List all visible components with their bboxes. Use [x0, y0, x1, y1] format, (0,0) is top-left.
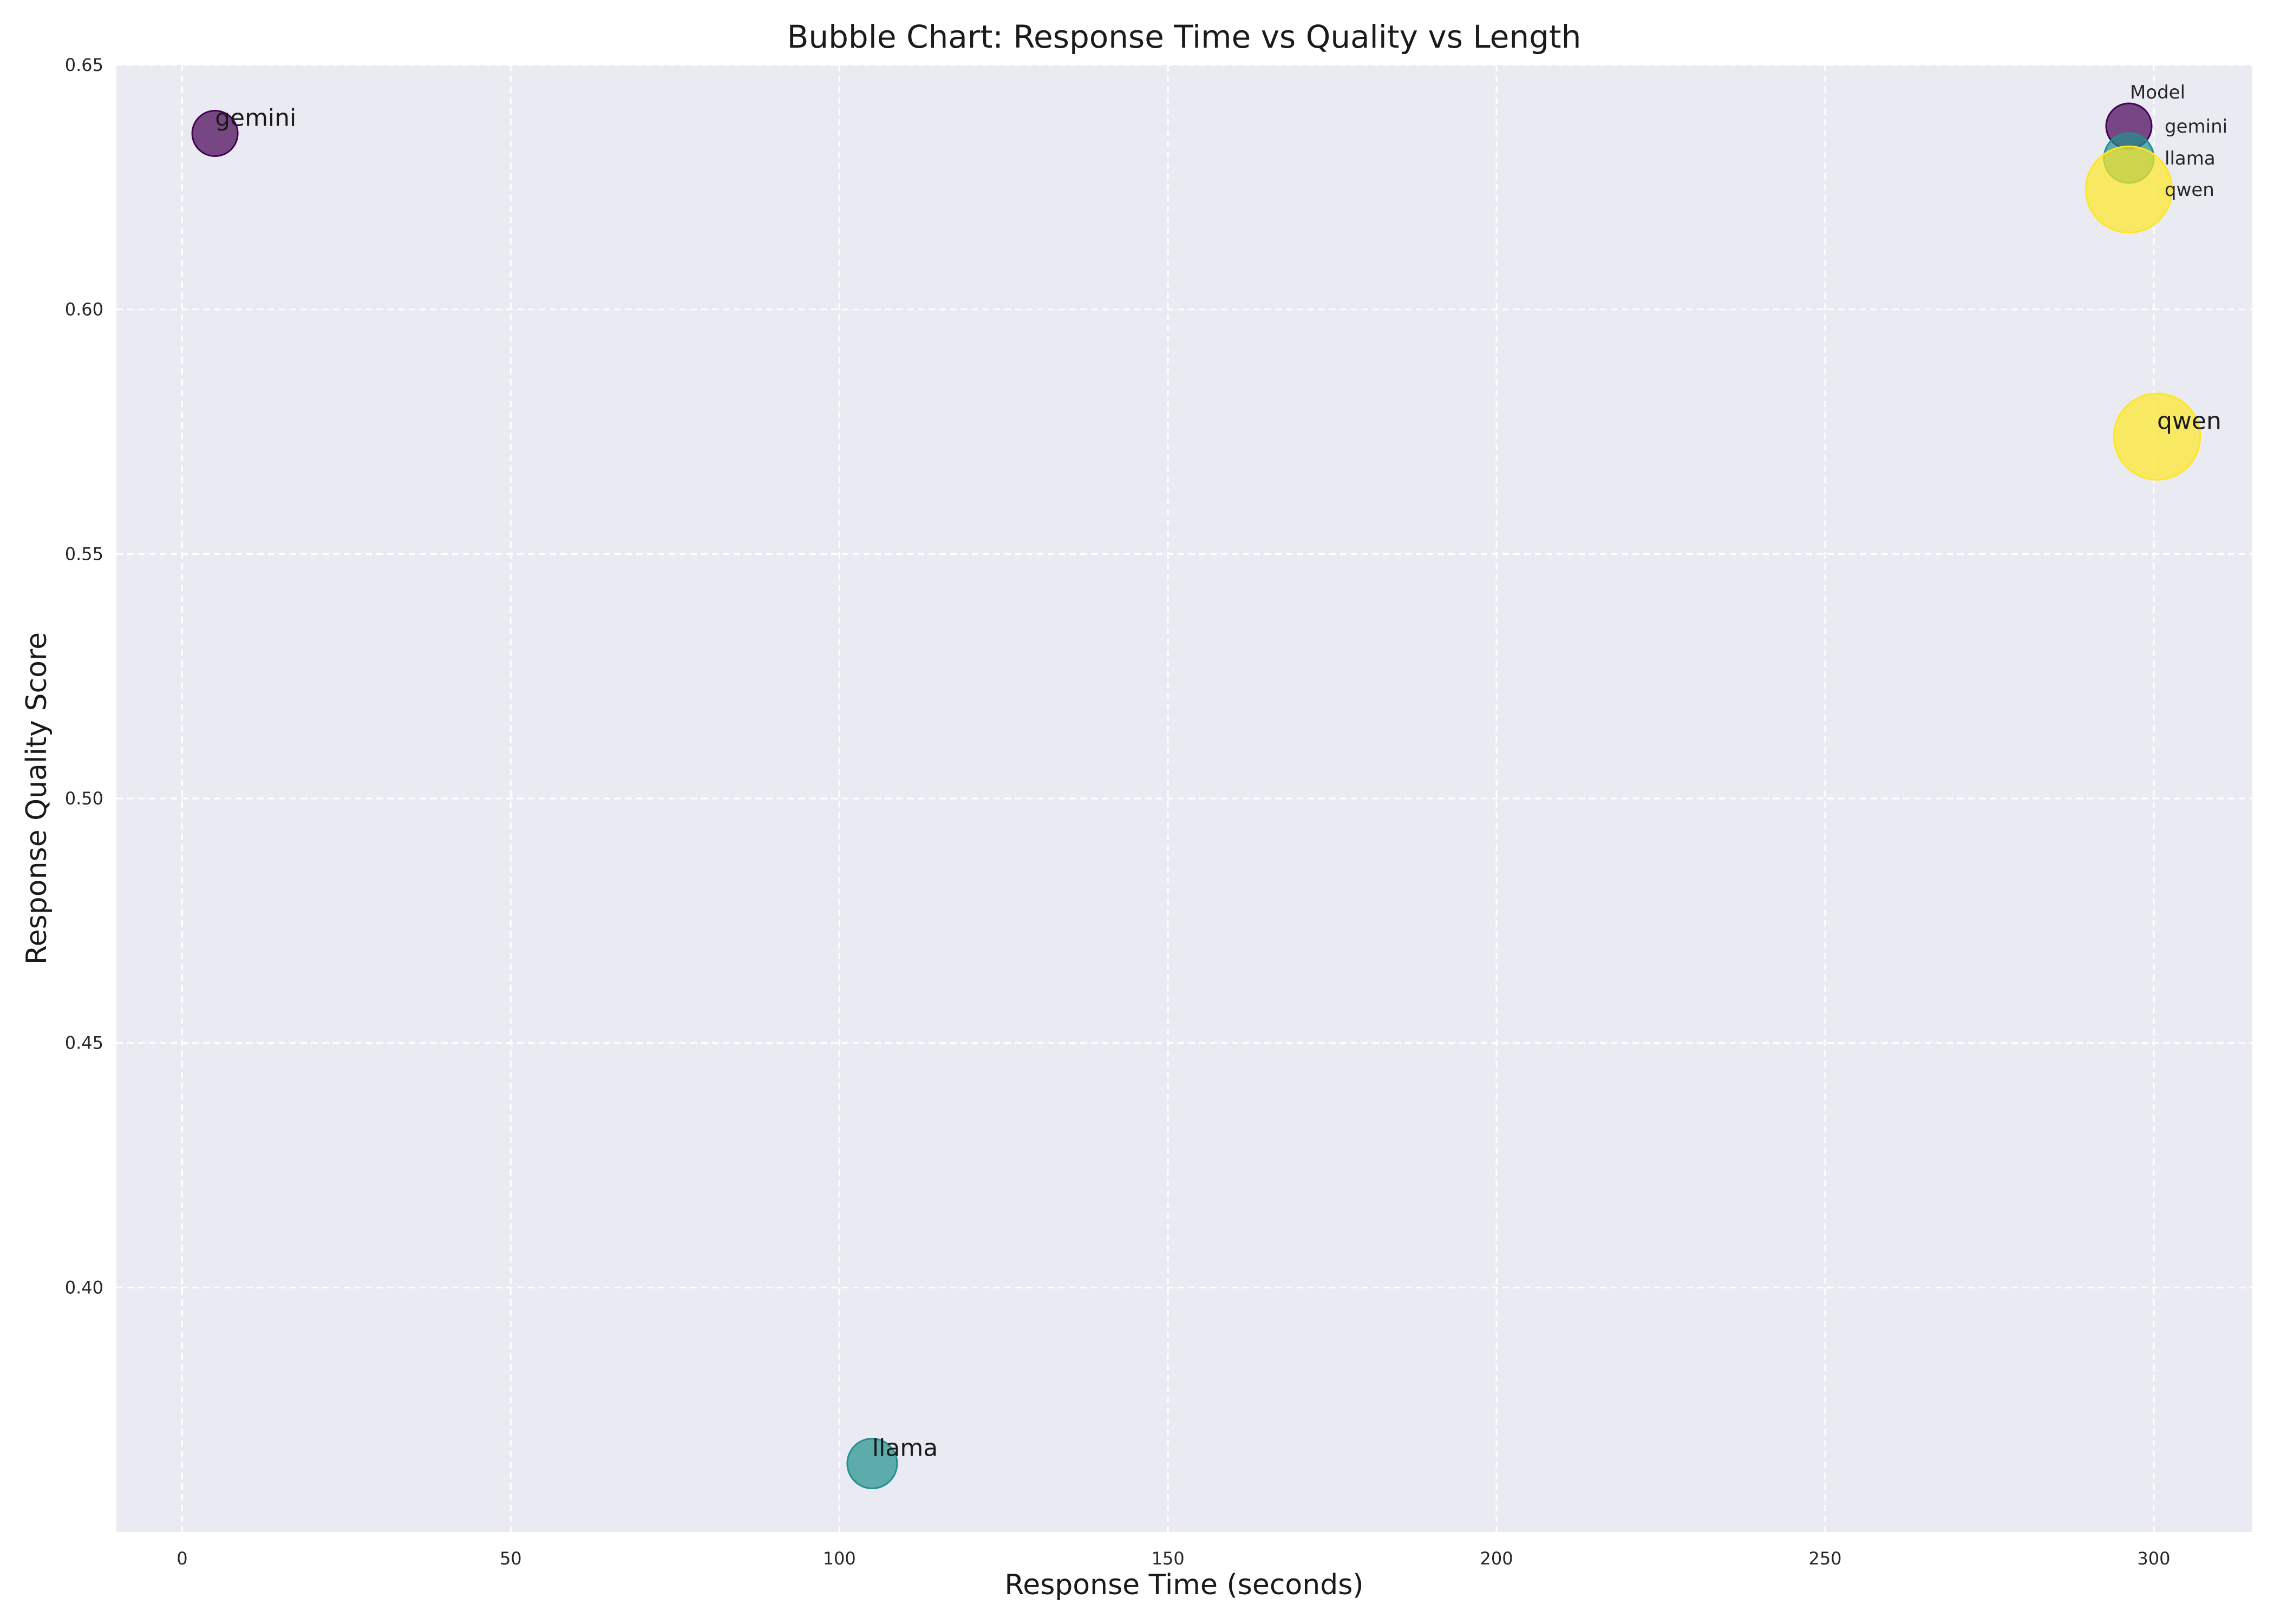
x-tick-label: 0 — [177, 1548, 187, 1569]
legend-title: Model — [2130, 82, 2185, 103]
x-tick-label: 100 — [823, 1548, 856, 1569]
chart-title: Bubble Chart: Response Time vs Quality v… — [787, 18, 1582, 55]
y-tick-label: 0.60 — [65, 299, 103, 320]
legend: Model gemini llama qwen — [2084, 82, 2227, 234]
bubble-qwen — [2113, 392, 2201, 481]
y-tick-label: 0.40 — [65, 1277, 103, 1298]
x-tick-label: 300 — [2137, 1548, 2170, 1569]
y-tick-label: 0.50 — [65, 788, 103, 809]
annotation-llama: llama — [872, 1435, 938, 1462]
annotation-qwen: qwen — [2157, 408, 2221, 435]
x-tick-label: 200 — [1480, 1548, 1513, 1569]
bubble-llama — [846, 1438, 898, 1490]
y-tick-label: 0.45 — [65, 1033, 103, 1053]
y-axis-label: Response Quality Score — [21, 632, 53, 965]
x-axis-label: Response Time (seconds) — [1004, 1569, 1363, 1601]
x-tick-label: 150 — [1152, 1548, 1185, 1569]
bubble-gemini — [191, 109, 239, 157]
y-axis-ticks: 0.40 0.45 0.50 0.55 0.60 0.65 — [65, 55, 103, 1298]
y-tick-label: 0.65 — [65, 55, 103, 75]
grid — [116, 64, 2252, 1532]
x-axis-ticks: 0 50 100 150 200 250 300 — [177, 1548, 2170, 1569]
legend-marker-qwen — [2084, 145, 2173, 234]
annotation-gemini: gemini — [215, 104, 296, 132]
annotations: gemini llama qwen — [215, 104, 2221, 1462]
x-tick-label: 50 — [500, 1548, 522, 1569]
legend-label-gemini: gemini — [2165, 116, 2227, 137]
bubbles — [191, 109, 2201, 1490]
y-tick-label: 0.55 — [65, 543, 103, 564]
legend-label-qwen: qwen — [2165, 179, 2214, 201]
legend-label-llama: llama — [2165, 148, 2216, 169]
x-tick-label: 250 — [1808, 1548, 1841, 1569]
